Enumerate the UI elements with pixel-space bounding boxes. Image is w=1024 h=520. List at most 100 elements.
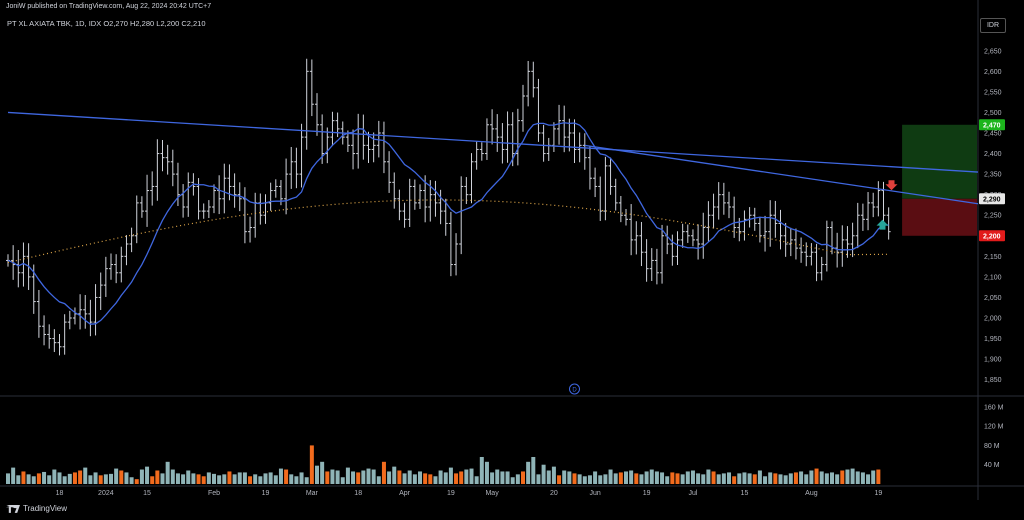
volume-bar [222, 474, 227, 484]
ohlc-open: O2,270 [103, 19, 128, 28]
volume-bar [783, 475, 788, 484]
price-bar [134, 195, 139, 244]
time-tick-label: Jun [589, 490, 600, 497]
volume-bar [119, 470, 124, 484]
price-bar [392, 172, 397, 209]
volume-bar [701, 474, 706, 484]
price-bar [222, 163, 227, 214]
price-bar [57, 334, 62, 356]
volume-bar [145, 466, 150, 484]
volume-bar [366, 468, 371, 484]
price-bar [845, 226, 850, 258]
price-bar [206, 200, 211, 219]
volume-bar [490, 472, 495, 484]
volume-bar [248, 476, 253, 484]
price-tick-label: 2,500 [984, 110, 1002, 117]
volume-bar [536, 474, 541, 484]
price-bar [551, 122, 556, 152]
volume-bar [505, 471, 510, 484]
volume-bar [479, 456, 484, 484]
dividend-marker-letter: D [572, 388, 577, 394]
volume-bar [371, 469, 376, 484]
symbol-title: PT XL AXIATA TBK, 1D, IDX [7, 19, 102, 28]
price-bar [433, 180, 438, 217]
price-bar [212, 184, 216, 214]
price-bar [139, 196, 144, 218]
price-bar [644, 239, 649, 282]
price-bar [242, 187, 247, 244]
price-bar [459, 176, 464, 255]
price-bar [649, 248, 654, 281]
price-bar [397, 189, 402, 221]
price-bar [752, 207, 757, 231]
volume-bar [217, 475, 222, 484]
price-tag-red [979, 230, 1005, 242]
price-bar [819, 256, 824, 281]
price-bar [814, 243, 819, 282]
price-bar [536, 78, 541, 142]
time-tick-label: 19 [447, 490, 455, 497]
price-bar [325, 127, 330, 164]
price-bar [541, 124, 546, 162]
time-tick-label: 15 [143, 490, 151, 497]
currency-button[interactable]: IDR [980, 18, 1006, 33]
volume-bar [242, 472, 247, 484]
price-bar [273, 179, 278, 198]
price-bar [98, 272, 103, 311]
volume-bar [809, 470, 814, 484]
time-tick-label: Feb [208, 490, 220, 497]
price-bar [495, 114, 500, 152]
ma-long-line [7, 199, 889, 264]
price-bar [165, 144, 170, 175]
volume-bar [644, 471, 649, 484]
volume-bar [747, 473, 752, 484]
price-bar [381, 121, 386, 174]
volume-bar [603, 474, 608, 484]
volume-bar [52, 469, 57, 484]
price-bar [634, 221, 639, 255]
volume-bar [227, 471, 232, 484]
ohlc-high: H2,280 [130, 19, 155, 28]
volume-bar [351, 471, 356, 484]
price-bar [608, 157, 613, 195]
brand-name: TradingView [23, 504, 68, 513]
price-bar [469, 153, 474, 204]
volume-bar [675, 473, 680, 484]
price-bar [706, 201, 711, 242]
price-bar [711, 193, 716, 229]
volume-bar [649, 469, 654, 484]
volume-bar [531, 456, 536, 484]
trendline-2 [584, 144, 979, 205]
price-tick-label: 2,550 [984, 89, 1002, 96]
price-bar [871, 192, 876, 218]
price-bar [124, 235, 129, 266]
price-bar [510, 112, 515, 167]
price-bar [42, 315, 47, 346]
price-bar [170, 149, 175, 187]
volume-bar [320, 461, 325, 484]
price-bar [52, 329, 57, 353]
price-bar [294, 147, 299, 189]
price-bar [201, 203, 206, 219]
volume-bar [31, 476, 36, 484]
volume-bar [304, 477, 309, 484]
volume-bar [335, 470, 340, 484]
price-bar [407, 178, 412, 227]
price-bar [402, 202, 407, 228]
volume-tick-label: 40 M [984, 462, 1000, 469]
volume-bar [464, 469, 469, 484]
tradingview-logo-icon [6, 504, 20, 513]
time-tick-label: 15 [741, 490, 749, 497]
volume-bar [72, 472, 77, 484]
volume-bar [315, 465, 319, 484]
price-bar [783, 222, 788, 257]
price-bar [258, 193, 263, 225]
price-tick-label: 2,100 [984, 274, 1002, 281]
price-bar [21, 242, 26, 287]
volume-bar [206, 472, 211, 484]
price-bar [474, 141, 479, 170]
price-bar [114, 254, 119, 284]
volume-bar [752, 474, 757, 484]
price-bar [696, 224, 701, 260]
